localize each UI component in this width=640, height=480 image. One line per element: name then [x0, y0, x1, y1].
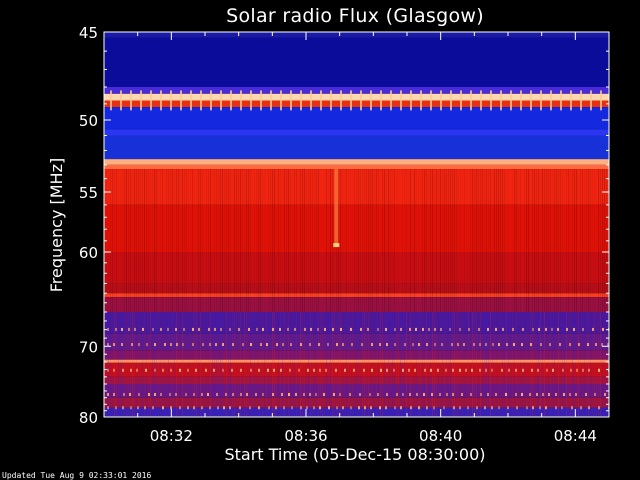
plot-frame [103, 31, 610, 418]
frequency-band [104, 333, 609, 351]
frequency-band [104, 107, 609, 130]
x-tick-label: 08:44 [554, 427, 597, 445]
y-axis: 45 50 55 60 70 80 [79, 24, 609, 427]
y-axis-label: Frequency [MHz] [47, 158, 66, 292]
frequency-band [104, 359, 609, 363]
frequency-band [104, 283, 609, 294]
x-tick-label: 08:40 [419, 427, 462, 445]
chart-title: Solar radio Flux (Glasgow) [226, 5, 484, 27]
frequency-band [104, 204, 609, 252]
frequency-band [104, 159, 609, 165]
plot-area [104, 32, 609, 417]
y-tick-label: 50 [79, 112, 98, 130]
frequency-band [104, 407, 609, 417]
frequency-band [104, 293, 609, 298]
frequency-band [104, 100, 609, 108]
y-tick-label: 70 [79, 338, 98, 356]
y-tick-label: 60 [79, 244, 98, 262]
y-tick-label: 80 [79, 409, 98, 427]
updated-timestamp: Updated Tue Aug 9 02:33:01 2016 [2, 471, 151, 480]
x-tick-label: 08:36 [284, 427, 327, 445]
frequency-band [104, 362, 609, 377]
frequency-band [104, 87, 609, 94]
frequency-band [104, 32, 609, 38]
frequency-band [104, 384, 609, 398]
frequency-band [104, 169, 609, 205]
frequency-band [104, 93, 609, 101]
frequency-band [104, 37, 609, 87]
x-axis-label: Start Time (05-Dec-15 08:30:00) [224, 445, 485, 464]
frequency-band [104, 397, 609, 408]
frequency-band [104, 350, 609, 360]
frequency-band [104, 129, 609, 136]
frequency-band [104, 164, 609, 170]
x-axis: 08:32 08:36 08:40 08:44 [103, 32, 610, 445]
y-tick-label: 45 [79, 24, 98, 42]
frequency-band [104, 376, 609, 384]
x-tick-label: 08:32 [150, 427, 193, 445]
frequency-band [104, 297, 609, 312]
frequency-band [104, 252, 609, 284]
y-tick-label: 55 [79, 184, 98, 202]
frequency-band [104, 135, 609, 160]
